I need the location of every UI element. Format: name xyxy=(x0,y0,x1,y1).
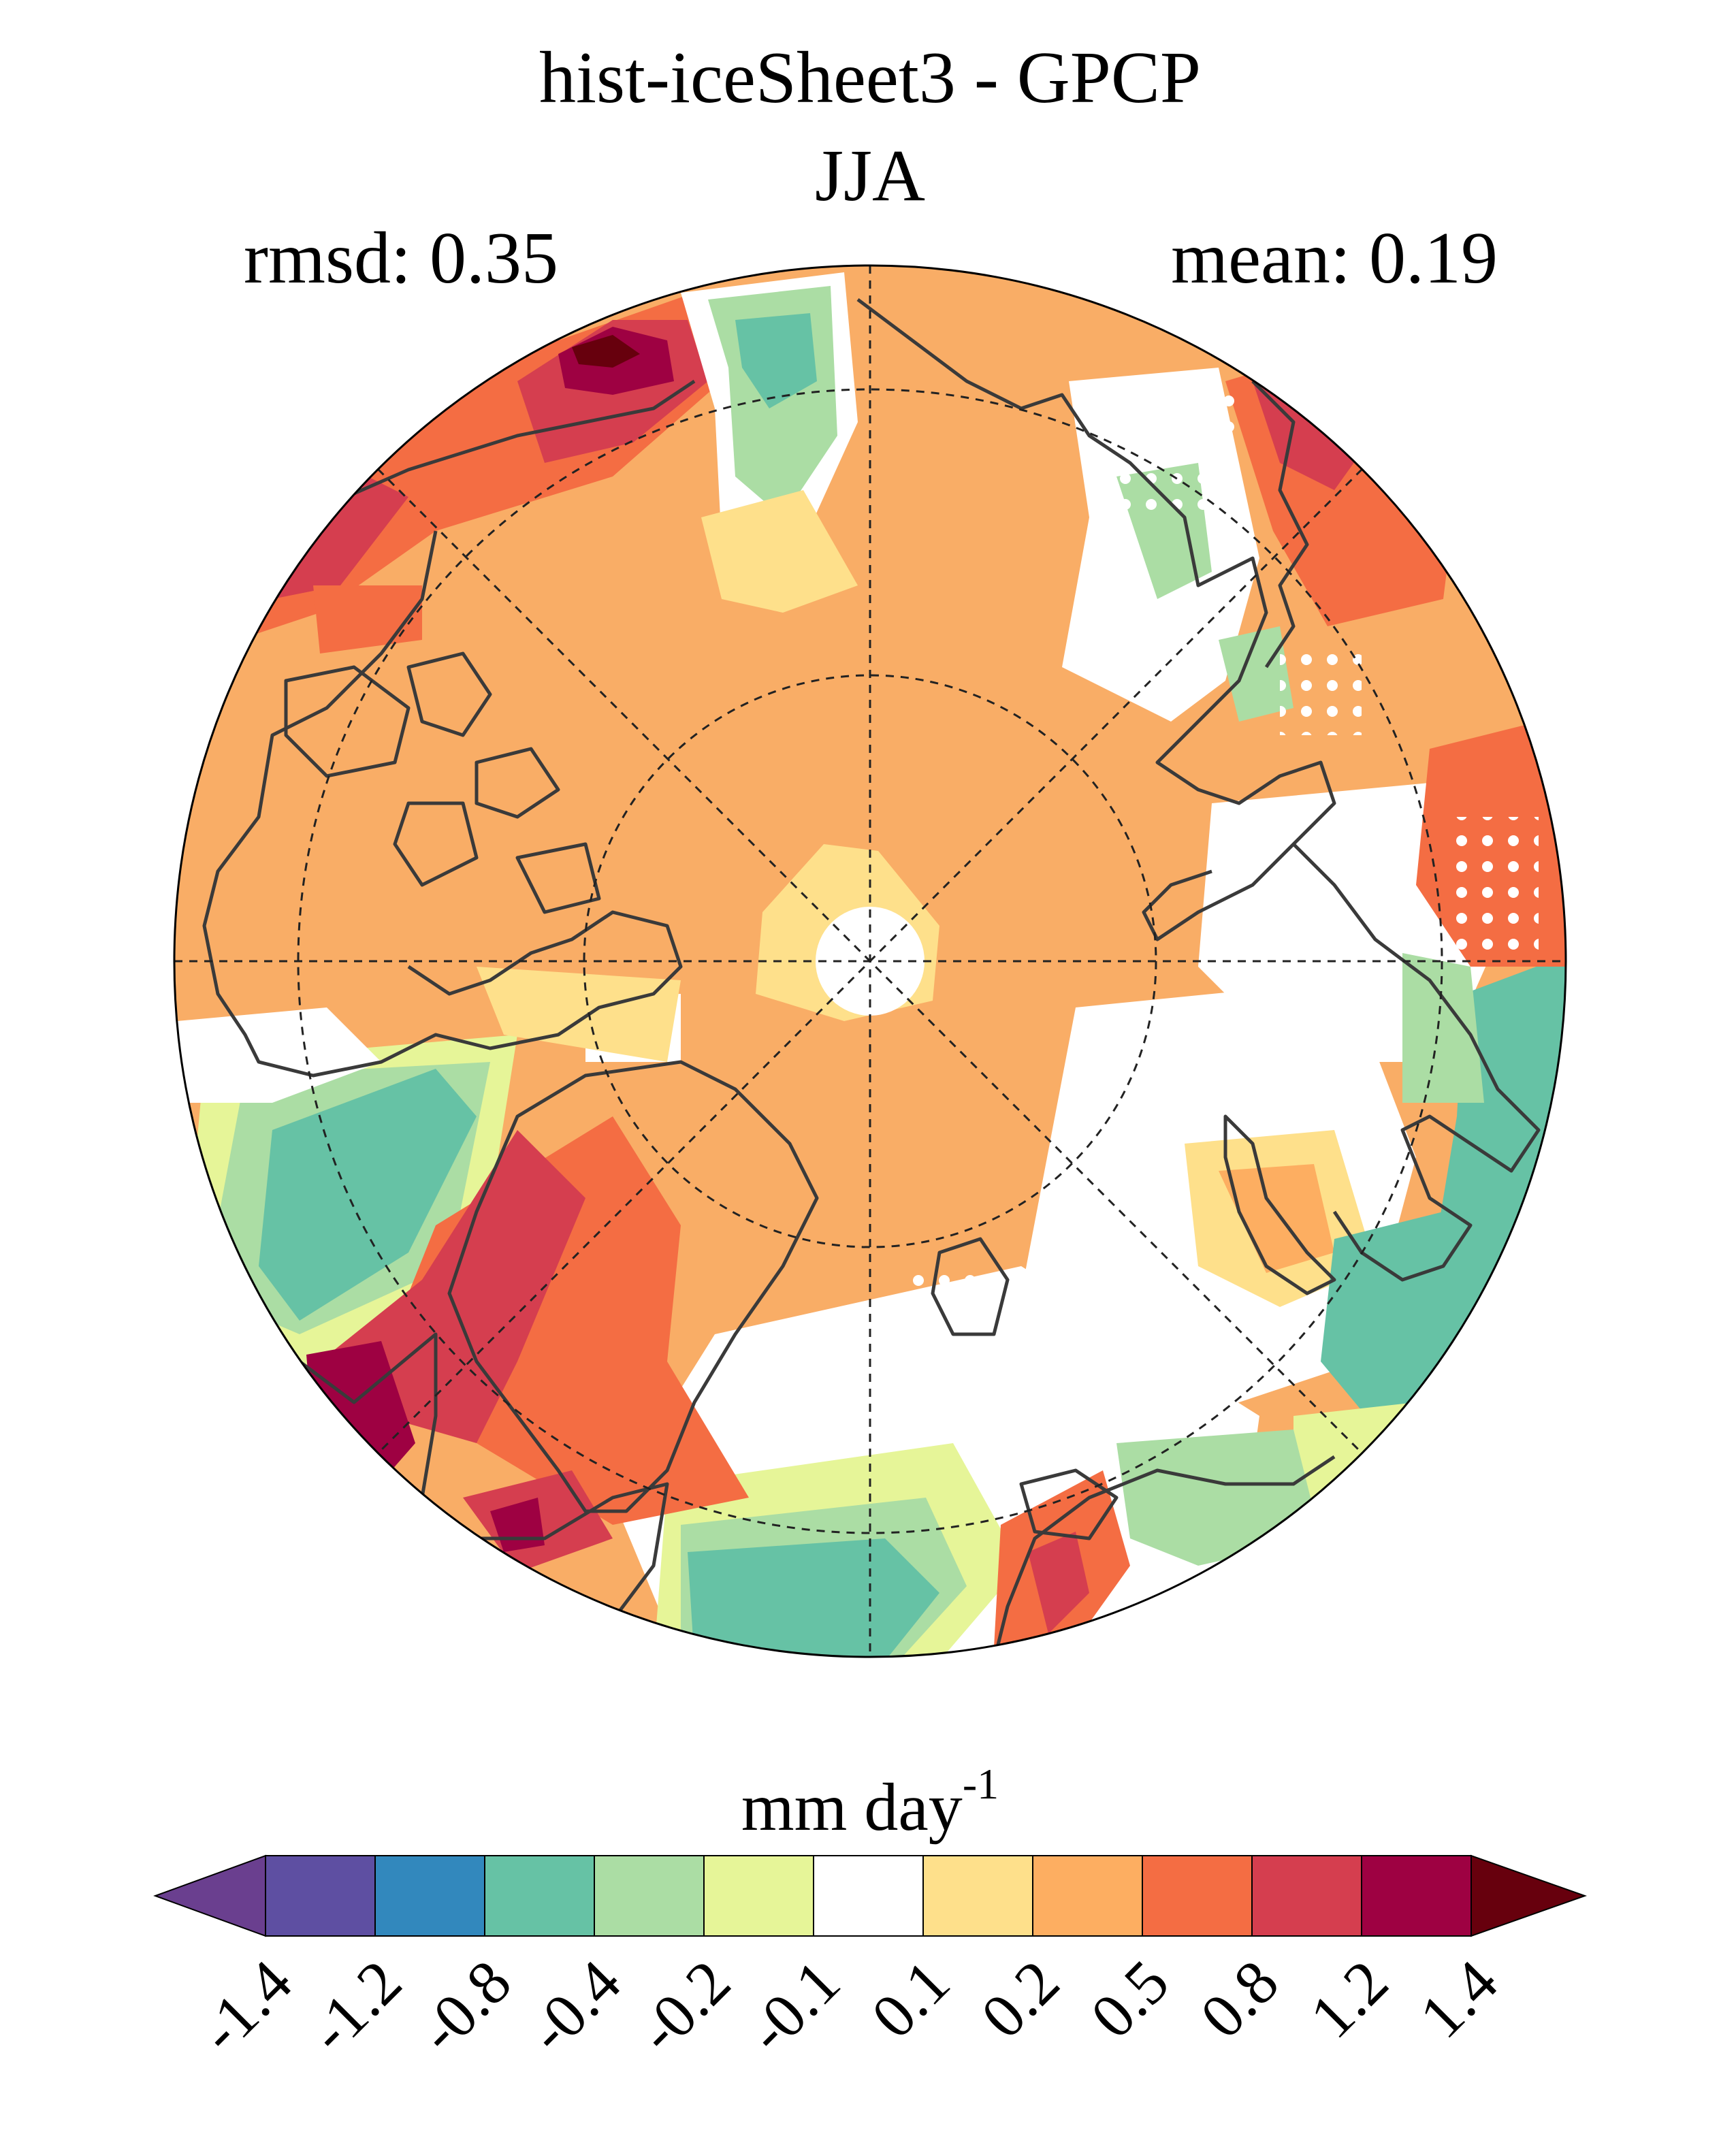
anomaly-neutral-region xyxy=(177,1007,381,1103)
coastline-europe-south xyxy=(992,1455,1336,1657)
colorbar-tick-label: 0.1 xyxy=(858,1947,963,2051)
anomaly-positive-region xyxy=(572,335,640,368)
season-label: JJA xyxy=(815,135,925,216)
colorbar-tick-label: -1.4 xyxy=(186,1947,305,2066)
colorbar-swatch xyxy=(374,1855,485,1937)
polar-map xyxy=(174,265,1566,1657)
mean-label: mean: 0.19 xyxy=(1171,218,1498,299)
anomaly-positive-weak-region xyxy=(701,490,858,613)
colorbar-swatch xyxy=(1361,1855,1472,1937)
colorbar-swatch xyxy=(703,1855,814,1937)
anomaly-positive-region xyxy=(1219,1164,1334,1273)
coastline-greenland xyxy=(447,1060,819,1513)
coastline-eurasia-north xyxy=(856,298,1336,941)
colorbar-tick-label: -0.2 xyxy=(624,1947,743,2066)
anomaly-positive-weak-region xyxy=(477,967,681,1062)
colorbar-swatch xyxy=(484,1855,595,1937)
anomaly-negative-region xyxy=(259,1069,477,1321)
rmsd-label: rmsd: 0.35 xyxy=(244,218,558,299)
map-border xyxy=(173,264,1567,1658)
colorbar-tick-label: 1.2 xyxy=(1297,1947,1401,2051)
coastline-iceland xyxy=(1019,1468,1119,1540)
coastlines xyxy=(202,298,1541,1657)
anomaly-negative-region xyxy=(1116,1430,1321,1566)
colorbar-tick-label: -0.4 xyxy=(515,1947,634,2066)
colorbar-tick-label: -1.2 xyxy=(295,1947,415,2066)
colorbar: -1.4-1.2-0.8-0.4-0.2-0.1 0.1 0.2 0.5 0.8 1.2 1… xyxy=(153,1854,1588,2066)
colorbar-over-triangle xyxy=(1470,1854,1588,1937)
colorbar-swatch xyxy=(922,1855,1033,1937)
colorbar-tick-label: 1.4 xyxy=(1407,1947,1511,2051)
anomaly-negative-region xyxy=(1219,626,1293,722)
colorbar-under-triangle xyxy=(153,1854,266,1937)
anomaly-positive-region xyxy=(1028,1532,1089,1634)
colorbar-swatch xyxy=(1251,1855,1362,1937)
colorbar-swatch xyxy=(1142,1855,1253,1937)
anomaly-negative-region xyxy=(688,1538,939,1657)
coastline-north-america xyxy=(202,379,696,1078)
anomaly-negative-region xyxy=(1293,1402,1416,1511)
coastline-svalbard xyxy=(931,1237,1010,1336)
unit-exponent: -1 xyxy=(963,1760,999,1808)
graticule xyxy=(174,265,1566,1657)
anomaly-negative-region xyxy=(1402,953,1484,1103)
anomaly-negative-region xyxy=(735,313,817,408)
colorbar-tick-label: -0.1 xyxy=(734,1947,853,2066)
coastline-novaya-zemlya xyxy=(1223,1114,1336,1295)
colorbar-swatch xyxy=(594,1855,705,1937)
coastline-scandinavia-europe xyxy=(1292,843,1541,1282)
coastline-canadian-islands xyxy=(284,651,601,914)
colorbar-tick-label: 0.5 xyxy=(1078,1947,1182,2051)
colorbar-swatch xyxy=(265,1855,376,1937)
colorbar-tick-label: 0.2 xyxy=(968,1947,1072,2051)
unit-base: mm day xyxy=(741,1769,963,1845)
colorbar-unit-label: mm day-1 xyxy=(741,1760,999,1845)
coastline-north-america-east xyxy=(298,1332,669,1657)
colorbar-swatch xyxy=(813,1855,924,1937)
coastline-siberia xyxy=(1251,380,1309,668)
figure-title: hist-iceSheet3 - GPCP xyxy=(539,37,1201,118)
colorbar-tick-label: -0.8 xyxy=(405,1947,524,2066)
colorbar-tick-label: 0.8 xyxy=(1187,1947,1291,2051)
colorbar-swatch xyxy=(1032,1855,1143,1937)
